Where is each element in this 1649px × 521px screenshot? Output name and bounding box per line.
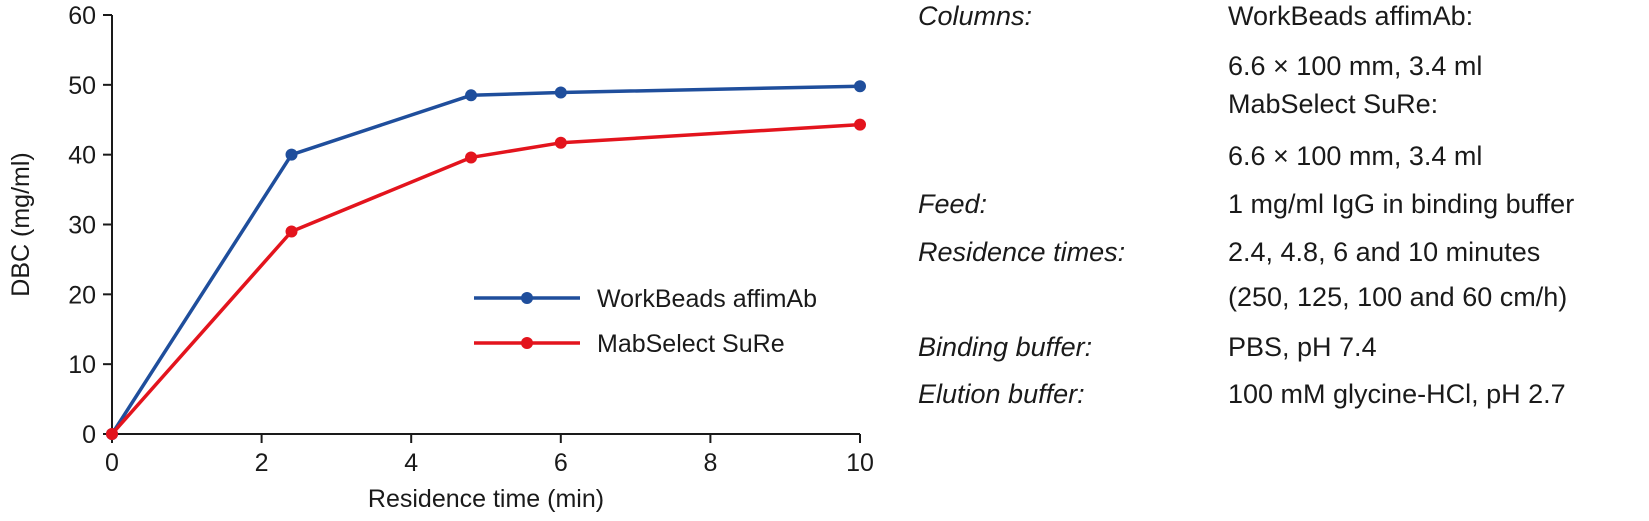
condition-value: PBS, pH 7.4 bbox=[1228, 332, 1377, 362]
data-point bbox=[285, 148, 298, 161]
data-point bbox=[465, 89, 478, 102]
condition-value: 6.6 × 100 mm, 3.4 ml bbox=[1228, 141, 1483, 171]
x-tick-label: 2 bbox=[255, 449, 269, 477]
legend-label: MabSelect SuRe bbox=[597, 330, 785, 358]
y-tick-label: 40 bbox=[68, 142, 96, 170]
data-point bbox=[106, 428, 118, 440]
data-point bbox=[554, 86, 567, 99]
data-point bbox=[465, 151, 478, 164]
y-tick-label: 30 bbox=[68, 212, 96, 240]
data-point bbox=[285, 225, 298, 238]
y-axis-title: DBC (mg/ml) bbox=[7, 152, 35, 296]
x-tick-label: 8 bbox=[703, 449, 717, 477]
legend-marker bbox=[521, 337, 533, 349]
dbc-line-chart: 0 10 20 30 40 50 60 0 2 4 6 8 10 Residence time (min)… bbox=[7, 2, 874, 513]
x-axis-title: Residence time (min) bbox=[368, 485, 604, 513]
y-tick-label: 0 bbox=[82, 421, 96, 449]
x-tick-label: 10 bbox=[846, 449, 874, 477]
condition-value: 1 mg/ml IgG in binding buffer bbox=[1228, 189, 1575, 219]
condition-value: 100 mM glycine-HCl, pH 2.7 bbox=[1228, 379, 1566, 409]
condition-value: MabSelect SuRe: bbox=[1228, 89, 1439, 119]
condition-value: 6.6 × 100 mm, 3.4 ml bbox=[1228, 51, 1483, 81]
condition-label: Elution buffer: bbox=[918, 379, 1085, 409]
legend-entry: WorkBeads affimAb bbox=[474, 285, 817, 313]
condition-label: Feed: bbox=[918, 189, 988, 219]
condition-label: Columns: bbox=[918, 1, 1033, 31]
data-point bbox=[554, 136, 567, 149]
condition-value: (250, 125, 100 and 60 cm/h) bbox=[1228, 282, 1568, 312]
x-tick-label: 4 bbox=[404, 449, 418, 477]
data-point bbox=[854, 80, 866, 93]
y-tick-label: 20 bbox=[68, 281, 96, 309]
condition-label: Residence times: bbox=[918, 237, 1126, 267]
legend-label: WorkBeads affimAb bbox=[597, 285, 817, 313]
legend-marker bbox=[521, 292, 533, 304]
y-tick-label: 50 bbox=[68, 72, 96, 100]
series-1 bbox=[106, 118, 866, 440]
condition-value: WorkBeads affimAb: bbox=[1228, 1, 1474, 31]
y-tick-label: 10 bbox=[68, 351, 96, 379]
condition-label: Binding buffer: bbox=[918, 332, 1093, 362]
data-point bbox=[854, 118, 866, 131]
condition-value: 2.4, 4.8, 6 and 10 minutes bbox=[1228, 237, 1541, 267]
series-0 bbox=[106, 80, 866, 440]
legend-entry: MabSelect SuRe bbox=[474, 330, 785, 358]
x-tick-label: 6 bbox=[554, 449, 568, 477]
y-tick-label: 60 bbox=[68, 2, 96, 30]
x-tick-label: 0 bbox=[105, 449, 119, 477]
